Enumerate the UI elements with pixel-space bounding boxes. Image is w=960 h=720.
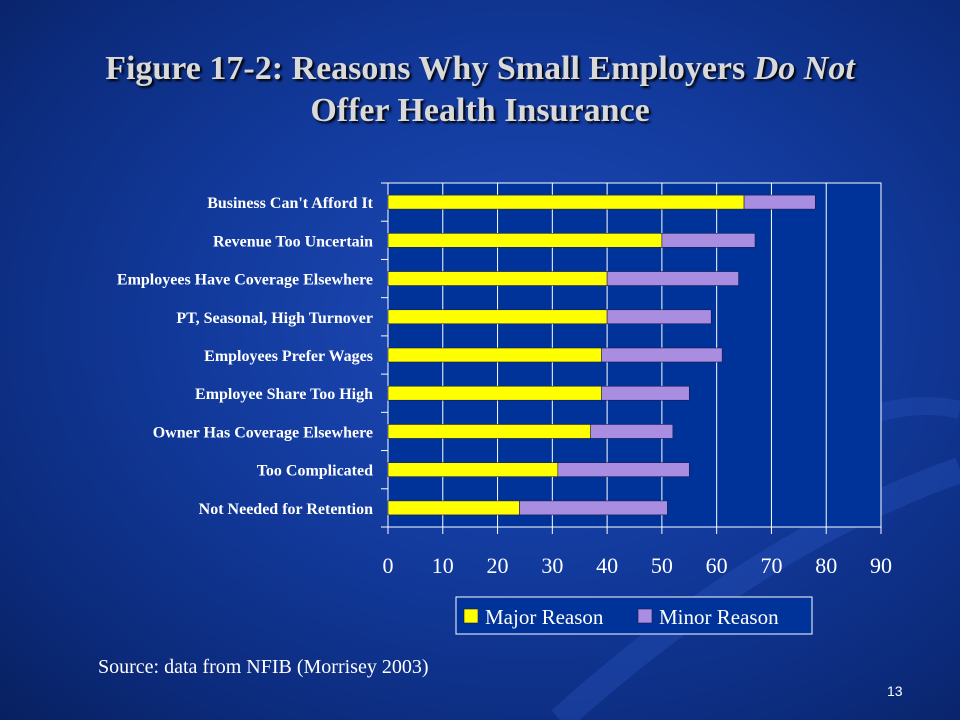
legend-label-minor: Minor Reason (659, 605, 779, 629)
category-label: Not Needed for Retention (199, 501, 373, 518)
x-tick-label: 0 (383, 553, 394, 578)
bar-major-reason (387, 194, 745, 210)
x-tick-label: 70 (760, 553, 782, 578)
bar-minor-reason (743, 194, 816, 210)
title-line-1: Figure 17-2: Reasons Why Small Employers… (0, 48, 960, 90)
category-label: Too Complicated (257, 463, 373, 480)
bar-minor-reason (590, 424, 674, 439)
bar-minor-reason (557, 462, 690, 477)
category-label: Employees Prefer Wages (204, 348, 373, 365)
bar-minor-reason (519, 500, 668, 516)
x-tick-label: 20 (487, 553, 509, 578)
bar-major-reason (387, 500, 520, 516)
legend-swatch-minor (637, 608, 653, 624)
bar-major-reason (387, 309, 608, 325)
x-tick-label: 30 (541, 553, 563, 578)
bar-minor-reason (601, 347, 723, 363)
title-part-1: Figure 17-2: Reasons Why Small Employers (105, 50, 746, 87)
title-emphasis: Do Not (753, 50, 855, 87)
bar-minor-reason (601, 385, 690, 401)
bar-major-reason (387, 233, 663, 248)
bar-major-reason (387, 385, 602, 401)
title-line-2: Offer Health Insurance (310, 92, 650, 129)
slide-title: Figure 17-2: Reasons Why Small Employers… (0, 48, 960, 132)
x-tick-label: 40 (596, 553, 618, 578)
x-tick-label: 50 (651, 553, 673, 578)
category-label: Employee Share Too High (195, 386, 373, 403)
category-label: Business Can't Afford It (207, 195, 373, 212)
legend-label-major: Major Reason (485, 605, 604, 629)
x-tick-label: 80 (815, 553, 837, 578)
bar-minor-reason (606, 271, 739, 286)
category-label: PT, Seasonal, High Turnover (176, 310, 373, 327)
x-tick-label: 90 (870, 553, 892, 578)
legend-swatch-major (463, 608, 479, 624)
category-label: Employees Have Coverage Elsewhere (117, 272, 373, 289)
x-tick-label: 10 (432, 553, 454, 578)
x-tick-label: 60 (706, 553, 728, 578)
page-number: 13 (887, 683, 903, 699)
bar-major-reason (387, 347, 602, 363)
bar-minor-reason (606, 309, 712, 325)
source-note: Source: data from NFIB (Morrisey 2003) (98, 656, 429, 678)
bar-minor-reason (661, 233, 756, 248)
category-label: Owner Has Coverage Elsewhere (153, 424, 373, 441)
bar-major-reason (387, 424, 591, 439)
bar-major-reason (387, 462, 559, 477)
category-label: Revenue Too Uncertain (213, 233, 373, 250)
bar-major-reason (387, 271, 608, 286)
legend-box (455, 596, 813, 635)
